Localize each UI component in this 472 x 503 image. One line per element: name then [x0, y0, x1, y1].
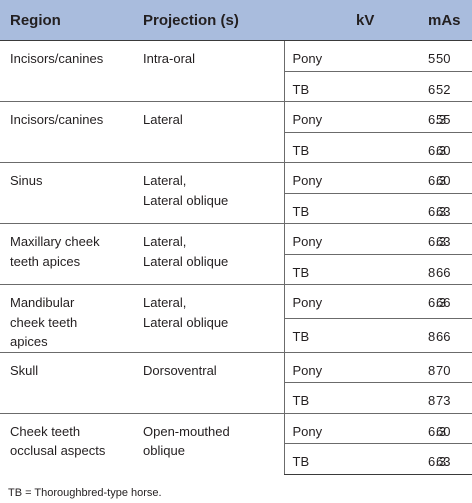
cell-kv: 60	[356, 162, 450, 193]
cell-mas: 8	[406, 351, 472, 383]
table-row: Cheek teeth occlusal aspects Open-mouthed…	[0, 412, 472, 474]
cell-projection: Dorsoventral	[133, 351, 284, 413]
table-row: Skull Dorsoventral Pony 70 8	[0, 351, 472, 413]
table-row: TB 66 8	[0, 317, 472, 352]
table-row: TB 63 6.3	[0, 192, 472, 224]
table-row: Incisors/canines Intra-oral Pony 50 5	[0, 40, 472, 71]
cell-region: Cheek teeth occlusal aspects	[0, 412, 133, 474]
cell-horse-type: TB	[283, 382, 356, 413]
cell-mas: 6.3	[406, 101, 472, 132]
cell-mas: 6.3	[406, 443, 472, 475]
cell-region: Incisors/canines	[10, 51, 104, 66]
cell-mas: 5	[428, 51, 436, 66]
cell-horse-type: TB	[283, 317, 356, 352]
table-row: Maxillary cheek teeth apices Lateral, Lat…	[0, 223, 472, 285]
table-body: Incisors/canines Intra-oral Pony 50 5 TB 52 6 In…	[0, 40, 472, 475]
exposure-table: Region Projection (s) kV mAs Incisors/ca…	[0, 0, 472, 475]
table-row: Mandibular cheek teeth apices Lateral, La…	[0, 284, 472, 352]
header-kv: kV	[356, 0, 406, 41]
cell-kv: 55	[356, 101, 450, 132]
cell-horse-type: Pony	[283, 162, 356, 193]
cell-horse-type: TB	[283, 131, 356, 163]
cell-region: Sinus	[0, 162, 133, 224]
cell-kv: 63	[356, 223, 450, 254]
cell-horse-type: Pony	[283, 412, 356, 444]
table-row: Incisors/canines Lateral Pony 55 6.3	[0, 101, 472, 163]
cell-horse-type: Pony	[283, 284, 356, 319]
cell-kv: 66	[356, 317, 450, 352]
cell-kv: 52	[356, 70, 450, 102]
cell-kv: 66	[356, 284, 450, 319]
header-projection: Projection (s)	[133, 0, 284, 41]
cell-mas: 6.3	[406, 223, 472, 254]
cell-projection: Intra-oral	[143, 51, 196, 66]
cell-region: Maxillary cheek teeth apices	[0, 223, 133, 285]
table-row: TB 63 6.3	[0, 443, 472, 475]
cell-kv: 63	[356, 192, 450, 224]
table-row: TB 73 8	[0, 382, 472, 413]
cell-horse-type: Pony	[283, 223, 356, 254]
cell-horse-type: TB	[283, 70, 356, 102]
cell-projection: Lateral	[133, 101, 284, 163]
cell-mas: 6	[406, 70, 472, 102]
header-mas: mAs	[406, 0, 472, 41]
cell-kv: 50	[436, 51, 451, 66]
cell-region: Mandibular cheek teeth apices	[0, 284, 133, 352]
cell-kv: 66	[356, 253, 450, 285]
cell-kv: 60	[356, 412, 450, 444]
cell-horse-type: Pony	[283, 351, 356, 383]
header-region: Region	[0, 0, 133, 41]
cell-projection: Lateral, Lateral oblique	[133, 162, 284, 224]
cell-kv: 63	[356, 443, 450, 475]
cell-horse-type: Pony	[283, 101, 356, 132]
table-row: TB 60 6.3	[0, 131, 472, 163]
cell-mas: 8	[406, 382, 472, 413]
table-row: TB 66 8	[0, 253, 472, 285]
header-type	[284, 0, 356, 41]
table-row: TB 52 6	[0, 70, 472, 102]
cell-projection: Open-mouthed oblique	[133, 412, 284, 474]
cell-mas: 8	[406, 253, 472, 285]
footnote: TB = Thoroughbred-type horse.	[8, 487, 162, 499]
cell-region: Incisors/canines	[0, 101, 133, 163]
cell-mas: 8	[406, 317, 472, 352]
cell-horse-type: TB	[283, 443, 356, 475]
cell-horse-type: TB	[283, 253, 356, 285]
cell-projection: Lateral, Lateral oblique	[133, 223, 284, 285]
cell-mas: 6.3	[406, 131, 472, 163]
table-row: Sinus Lateral, Lateral oblique Pony 60 6.3	[0, 162, 472, 224]
cell-region: Skull	[0, 351, 133, 413]
cell-mas: 6.3	[406, 412, 472, 444]
cell-kv: 70	[356, 351, 450, 383]
cell-mas: 6.3	[406, 192, 472, 224]
cell-horse-type: Pony	[283, 40, 356, 71]
cell-kv: 73	[356, 382, 450, 413]
cell-horse-type: TB	[283, 192, 356, 224]
cell-mas: 6.3	[406, 162, 472, 193]
table-header-row: Region Projection (s) kV mAs	[0, 0, 472, 41]
cell-projection: Lateral, Lateral oblique	[133, 284, 284, 352]
cell-kv: 60	[356, 131, 450, 163]
cell-mas: 6.3	[406, 284, 472, 319]
